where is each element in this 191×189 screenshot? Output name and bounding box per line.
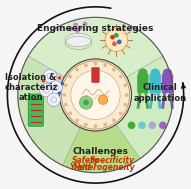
Circle shape xyxy=(84,63,88,67)
Circle shape xyxy=(163,68,172,78)
Wedge shape xyxy=(28,17,163,77)
Circle shape xyxy=(112,68,116,72)
Circle shape xyxy=(105,29,128,51)
Circle shape xyxy=(18,17,173,173)
Circle shape xyxy=(75,118,79,122)
Circle shape xyxy=(83,22,87,26)
Circle shape xyxy=(61,61,130,129)
Circle shape xyxy=(110,35,115,40)
Text: Heterogeneity: Heterogeneity xyxy=(74,163,136,172)
Circle shape xyxy=(128,122,135,129)
Circle shape xyxy=(69,26,73,31)
Text: Specificity: Specificity xyxy=(90,156,135,165)
Circle shape xyxy=(58,91,61,95)
Circle shape xyxy=(138,122,146,129)
Circle shape xyxy=(103,63,107,67)
Circle shape xyxy=(58,76,61,80)
Ellipse shape xyxy=(65,33,92,47)
Circle shape xyxy=(47,93,60,106)
Circle shape xyxy=(61,82,64,85)
Circle shape xyxy=(73,22,78,27)
Circle shape xyxy=(59,59,132,131)
Circle shape xyxy=(62,93,66,97)
Circle shape xyxy=(68,75,72,78)
Circle shape xyxy=(112,41,117,46)
FancyBboxPatch shape xyxy=(137,74,149,93)
Circle shape xyxy=(49,81,62,94)
FancyBboxPatch shape xyxy=(28,94,43,126)
Circle shape xyxy=(64,83,68,87)
Circle shape xyxy=(138,68,148,78)
Circle shape xyxy=(78,25,83,30)
FancyBboxPatch shape xyxy=(162,74,173,93)
Wedge shape xyxy=(18,56,80,165)
Circle shape xyxy=(75,28,80,33)
Circle shape xyxy=(119,75,123,78)
Circle shape xyxy=(149,122,156,129)
Text: Isolation &
characteriz
ation: Isolation & characteriz ation xyxy=(4,73,58,102)
Text: Challenges: Challenges xyxy=(72,147,128,156)
Circle shape xyxy=(123,83,127,87)
Circle shape xyxy=(103,123,107,127)
Circle shape xyxy=(68,112,72,115)
Circle shape xyxy=(84,123,88,127)
Circle shape xyxy=(94,124,97,128)
Circle shape xyxy=(71,70,120,120)
Text: Yield: Yield xyxy=(70,163,91,172)
Circle shape xyxy=(94,62,97,66)
Circle shape xyxy=(151,68,160,78)
FancyBboxPatch shape xyxy=(92,67,99,83)
Text: Safety: Safety xyxy=(72,156,100,165)
Circle shape xyxy=(123,103,127,107)
Circle shape xyxy=(98,95,108,105)
FancyBboxPatch shape xyxy=(150,74,161,93)
Circle shape xyxy=(64,103,68,107)
Circle shape xyxy=(114,33,119,38)
Circle shape xyxy=(117,40,121,44)
Circle shape xyxy=(125,93,129,97)
Text: Clinical
application: Clinical application xyxy=(133,83,186,103)
Text: Engineering strategies: Engineering strategies xyxy=(37,24,154,33)
Circle shape xyxy=(159,122,167,129)
Circle shape xyxy=(79,96,93,109)
Circle shape xyxy=(83,100,89,105)
Wedge shape xyxy=(63,125,140,173)
Wedge shape xyxy=(116,56,173,159)
Circle shape xyxy=(42,79,45,82)
Circle shape xyxy=(112,118,116,122)
Circle shape xyxy=(75,68,79,72)
Circle shape xyxy=(119,112,123,115)
Circle shape xyxy=(40,84,53,97)
Circle shape xyxy=(43,69,57,83)
